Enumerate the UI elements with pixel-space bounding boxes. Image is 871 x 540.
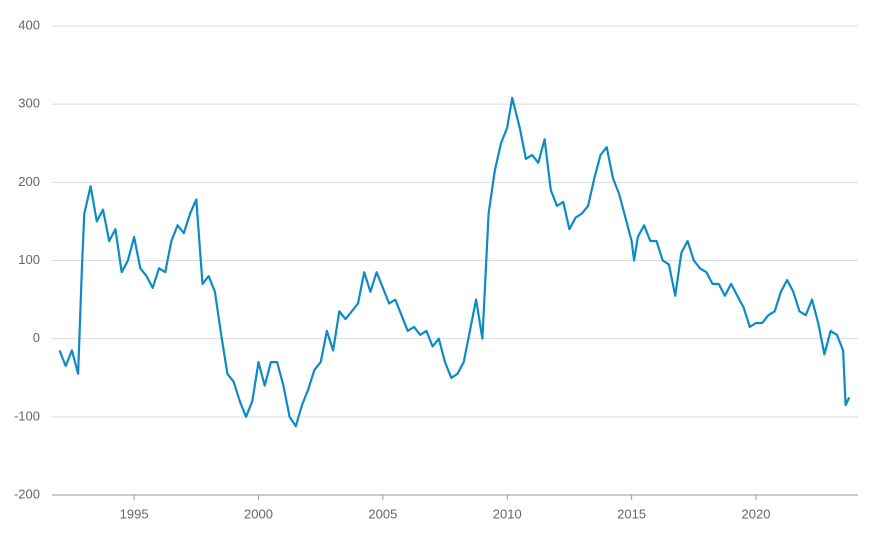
- y-tick-label: 300: [18, 96, 40, 111]
- y-tick-label: 200: [18, 174, 40, 189]
- y-tick-label: -100: [14, 408, 40, 423]
- x-tick-label: 2020: [742, 506, 771, 521]
- x-tick-label: 1995: [120, 506, 149, 521]
- x-tick-label: 2015: [617, 506, 646, 521]
- x-tick-label: 2005: [368, 506, 397, 521]
- y-tick-label: 100: [18, 252, 40, 267]
- x-tick-label: 2000: [244, 506, 273, 521]
- y-tick-label: 0: [33, 330, 40, 345]
- x-tick-label: 2010: [493, 506, 522, 521]
- y-tick-label: 400: [18, 17, 40, 32]
- y-tick-label: -200: [14, 486, 40, 501]
- line: [58, 96, 851, 428]
